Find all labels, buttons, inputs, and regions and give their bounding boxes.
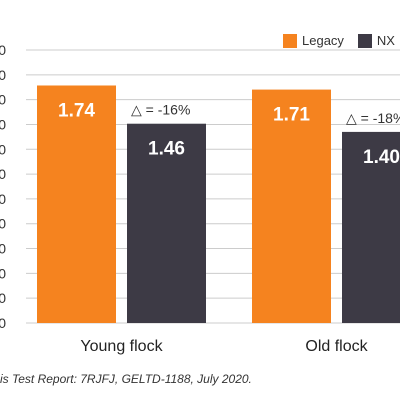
y-tick-label: 0 <box>0 290 6 306</box>
bar-value-label: 1.71 <box>273 105 310 126</box>
source-note: is Test Report: 7RJFJ, GELTD-1188, July … <box>0 372 252 386</box>
x-axis-category-labels: Young flock Old flock <box>80 338 368 355</box>
bar <box>127 123 206 324</box>
bars <box>37 85 400 324</box>
y-tick-label: 0 <box>0 241 6 257</box>
legend-item-legacy: Legacy <box>283 33 344 48</box>
bar-value-label: 1.46 <box>148 139 185 160</box>
bar <box>37 85 116 324</box>
y-axis-tick-labels: 0 0 0 0 0 0 0 0 0 0 0 0 <box>0 42 6 331</box>
y-tick-label: 0 <box>0 166 6 182</box>
x-category-label: Old flock <box>305 338 368 355</box>
y-tick-label: 0 <box>0 315 6 331</box>
y-tick-label: 0 <box>0 216 6 232</box>
change-annotation: △ = -16% <box>131 102 190 118</box>
y-tick-label: 0 <box>0 116 6 132</box>
legend-swatch-nx <box>357 33 372 48</box>
y-tick-label: 0 <box>0 141 6 157</box>
legend-label-legacy: Legacy <box>302 33 344 48</box>
x-category-label: Young flock <box>80 338 163 355</box>
legend-item-nx: NX <box>357 33 395 48</box>
change-annotation: △ = -18% <box>346 110 400 126</box>
y-tick-label: 0 <box>0 265 6 281</box>
bar-value-label: 1.74 <box>58 100 95 121</box>
y-tick-label: 0 <box>0 67 6 83</box>
legend-swatch-legacy <box>283 33 297 48</box>
bar-value-label: 1.40 <box>363 147 400 168</box>
bar <box>252 89 331 324</box>
change-annotations: △ = -16% △ = -18% <box>131 102 400 126</box>
y-tick-label: 0 <box>0 92 6 108</box>
bar <box>342 131 400 323</box>
y-tick-label: 0 <box>0 42 6 58</box>
bar-value-labels: 1.74 1.71 1.46 1.40 <box>58 100 400 167</box>
legend-label-nx: NX <box>376 33 395 48</box>
chart-legend: Legacy NX <box>283 33 400 48</box>
y-tick-label: 0 <box>0 191 6 207</box>
